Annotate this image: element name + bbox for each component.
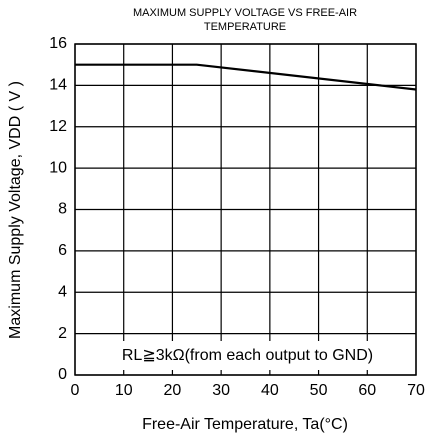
x-tick-label: 60: [358, 382, 376, 399]
annotation-box: [79, 341, 410, 370]
y-tick-label: 10: [49, 159, 67, 176]
chart-title: MAXIMUM SUPPLY VOLTAGE VS FREE-AIR: [133, 7, 357, 19]
y-tick-label: 16: [49, 35, 67, 52]
y-tick-label: 14: [49, 77, 67, 94]
y-tick-label: 0: [58, 366, 67, 383]
y-tick-label: 8: [58, 201, 67, 218]
data-line: [75, 63, 417, 91]
x-tick-label: 20: [164, 382, 182, 399]
y-tick-label: 4: [58, 283, 67, 300]
x-tick-label: 0: [71, 382, 80, 399]
y-tick-label: 6: [58, 242, 67, 259]
chart-title: TEMPERATURE: [204, 21, 286, 33]
y-axis-label: Maximum Supply Voltage, VDD ( V ): [7, 81, 24, 339]
annotation: RL≧3kΩ(from each output to GND): [122, 347, 373, 364]
x-tick-label: 70: [407, 382, 425, 399]
y-tick-label: 2: [58, 325, 67, 342]
x-tick-label: 40: [261, 382, 279, 399]
x-tick-label: 30: [212, 382, 230, 399]
x-tick-label: 50: [310, 382, 328, 399]
x-axis-label: Free-Air Temperature, Ta(°C): [142, 416, 348, 433]
x-tick-label: 10: [115, 382, 133, 399]
y-tick-label: 12: [49, 118, 67, 135]
